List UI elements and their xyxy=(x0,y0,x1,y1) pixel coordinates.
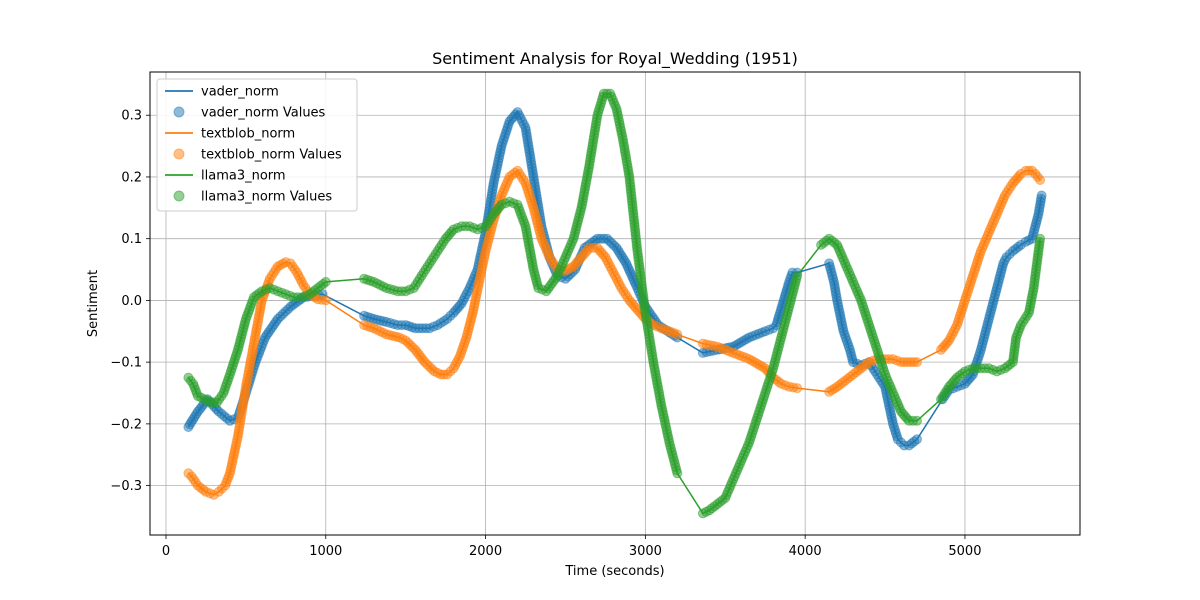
data-point xyxy=(1035,175,1046,185)
legend-marker-swatch xyxy=(173,148,185,160)
data-point xyxy=(792,270,803,281)
y-tick-label: −0.2 xyxy=(110,417,142,432)
x-axis-label: Time (seconds) xyxy=(564,564,664,579)
legend-label: vader_norm xyxy=(201,85,279,100)
legend-label: textblob_norm Values xyxy=(201,148,342,163)
legend-box xyxy=(156,78,358,212)
x-tick-label: 1000 xyxy=(309,544,342,559)
legend: vader_norm vader_norm Values textblob_norm… xyxy=(156,78,358,212)
y-tick-label: 0.3 xyxy=(121,109,142,124)
data-point xyxy=(672,468,683,479)
data-point xyxy=(320,295,331,306)
series-markers-vader_norm xyxy=(183,107,1047,451)
series-markers-textblob_norm xyxy=(183,165,1046,500)
data-point xyxy=(1036,190,1047,201)
legend-entry: textblob_norm xyxy=(165,127,295,142)
series-layer xyxy=(183,88,1047,519)
ticks-layer: 0 1000 2000 3000 4000 5000 −0.3 −0.2 −0.1 0.0 0.1 0… xyxy=(110,109,981,559)
x-tick-label: 4000 xyxy=(789,544,822,559)
data-point xyxy=(792,383,803,394)
legend-label: textblob_norm xyxy=(201,127,295,142)
legend-label: llama3_norm xyxy=(201,169,286,184)
x-tick-label: 2000 xyxy=(469,544,502,559)
data-point xyxy=(912,434,922,445)
series-textblob_norm xyxy=(183,165,1046,500)
legend-marker-swatch xyxy=(173,106,185,118)
y-tick-label: 0.1 xyxy=(121,232,142,247)
x-tick-label: 0 xyxy=(162,544,170,559)
series-markers-llama3_norm xyxy=(183,88,1046,519)
series-vader_norm xyxy=(183,107,1047,451)
series-llama3_norm xyxy=(183,88,1046,519)
legend-label: llama3_norm Values xyxy=(201,190,332,205)
grid-layer xyxy=(150,72,1080,535)
x-tick-label: 3000 xyxy=(629,544,662,559)
x-tick-label: 5000 xyxy=(948,544,981,559)
legend-entry: vader_norm Values xyxy=(173,106,326,121)
legend-entry: vader_norm xyxy=(165,85,279,100)
data-point xyxy=(912,357,922,368)
legend-entry: llama3_norm xyxy=(165,169,286,184)
y-tick-label: 0.2 xyxy=(121,170,142,185)
data-point xyxy=(320,276,331,287)
data-point xyxy=(912,415,922,426)
legend-entry: textblob_norm Values xyxy=(173,148,342,163)
data-point xyxy=(1035,233,1046,244)
plot-area-frame xyxy=(149,71,1081,536)
legend-entry: llama3_norm Values xyxy=(173,190,332,205)
legend-label: vader_norm Values xyxy=(201,106,326,121)
y-tick-label: −0.3 xyxy=(110,479,142,494)
data-point xyxy=(672,329,683,340)
chart-title: Sentiment Analysis for Royal_Wedding (19… xyxy=(432,49,798,69)
y-tick-label: −0.1 xyxy=(110,356,142,371)
legend-marker-swatch xyxy=(173,190,185,202)
y-tick-label: 0.0 xyxy=(121,294,142,309)
y-axis-label: Sentiment xyxy=(86,270,101,337)
